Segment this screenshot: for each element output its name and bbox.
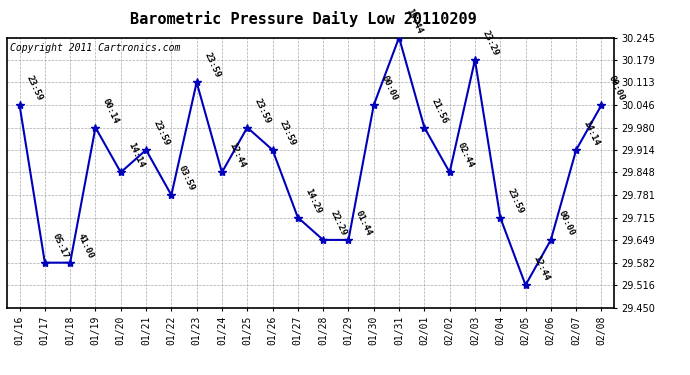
Text: Barometric Pressure Daily Low 20110209: Barometric Pressure Daily Low 20110209	[130, 11, 477, 27]
Text: 00:00: 00:00	[380, 74, 399, 102]
Text: 23:59: 23:59	[25, 74, 45, 102]
Text: 14:29: 14:29	[304, 186, 323, 215]
Text: 21:56: 21:56	[430, 96, 449, 125]
Text: 00:14: 00:14	[101, 96, 121, 125]
Text: 23:59: 23:59	[152, 119, 171, 147]
Text: 23:29: 23:29	[480, 29, 500, 57]
Text: 22:29: 22:29	[328, 209, 348, 237]
Text: 19:44: 19:44	[404, 6, 424, 35]
Text: 12:44: 12:44	[228, 141, 247, 170]
Text: 23:59: 23:59	[278, 119, 297, 147]
Text: 14:14: 14:14	[126, 141, 146, 170]
Text: Copyright 2011 Cartronics.com: Copyright 2011 Cartronics.com	[10, 43, 180, 53]
Text: 12:44: 12:44	[531, 254, 551, 282]
Text: 05:17: 05:17	[50, 232, 70, 260]
Text: 02:44: 02:44	[455, 141, 475, 170]
Text: 23:59: 23:59	[202, 51, 221, 80]
Text: 00:00: 00:00	[607, 74, 627, 102]
Text: 01:44: 01:44	[354, 209, 373, 237]
Text: 14:14: 14:14	[582, 119, 601, 147]
Text: 00:00: 00:00	[556, 209, 576, 237]
Text: 23:59: 23:59	[506, 186, 525, 215]
Text: 23:59: 23:59	[253, 96, 273, 125]
Text: 41:00: 41:00	[76, 232, 95, 260]
Text: 03:59: 03:59	[177, 164, 197, 192]
